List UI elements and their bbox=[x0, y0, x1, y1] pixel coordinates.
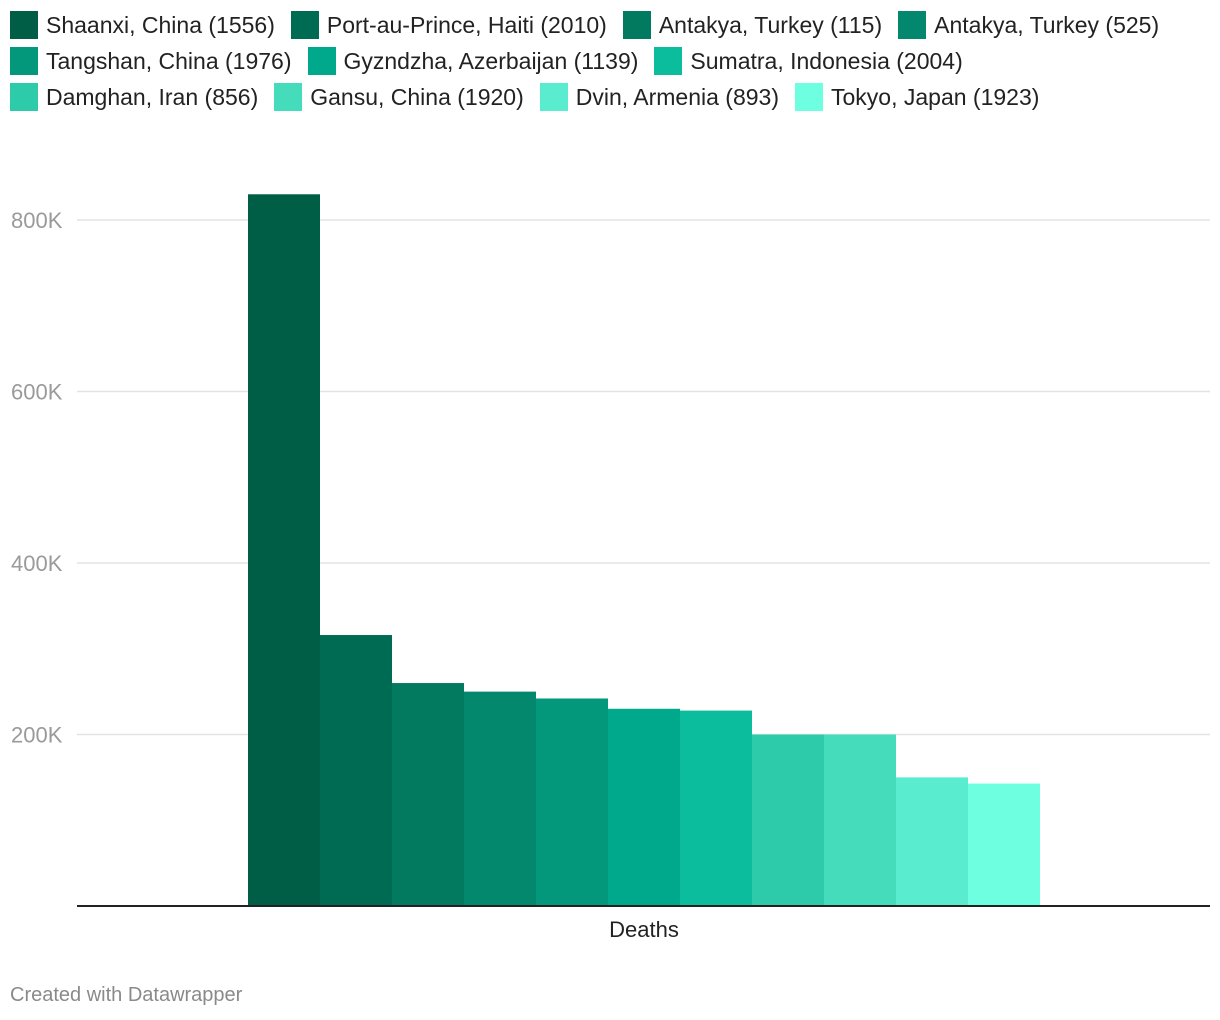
legend-label: Antakya, Turkey (525) bbox=[934, 11, 1160, 38]
bar[interactable] bbox=[896, 777, 968, 906]
legend-item: Dvin, Armenia (893) bbox=[539, 82, 779, 112]
legend-item: Antakya, Turkey (115) bbox=[622, 10, 883, 40]
bars bbox=[248, 194, 1040, 906]
legend-label: Dvin, Armenia (893) bbox=[575, 83, 779, 110]
legend-swatch bbox=[622, 11, 651, 39]
bar[interactable] bbox=[536, 698, 608, 906]
y-tick-label: 400K bbox=[11, 551, 63, 576]
bar[interactable] bbox=[968, 783, 1040, 906]
legend-item: Gyzndzha, Azerbaijan (1139) bbox=[307, 46, 639, 76]
legend-label: Gansu, China (1920) bbox=[310, 83, 524, 110]
legend-item: Gansu, China (1920) bbox=[274, 82, 524, 112]
legend-item: Shaanxi, China (1556) bbox=[10, 10, 275, 40]
legend-label: Shaanxi, China (1556) bbox=[46, 11, 275, 38]
legend-item: Port-au-Prince, Haiti (2010) bbox=[290, 10, 607, 40]
legend-label: Port-au-Prince, Haiti (2010) bbox=[326, 11, 607, 38]
legend-label: Damghan, Iran (856) bbox=[46, 83, 259, 110]
legend-label: Tangshan, China (1976) bbox=[46, 47, 292, 74]
bar[interactable] bbox=[608, 708, 680, 906]
legend-label: Sumatra, Indonesia (2004) bbox=[690, 47, 963, 74]
bar[interactable] bbox=[752, 734, 824, 907]
legend-swatch bbox=[10, 83, 38, 111]
bar[interactable] bbox=[248, 194, 320, 906]
y-tick-label: 200K bbox=[11, 723, 63, 748]
legend-label: Gyzndzha, Azerbaijan (1139) bbox=[343, 47, 639, 74]
legend-swatch bbox=[898, 11, 927, 39]
legend-item: Sumatra, Indonesia (2004) bbox=[654, 46, 963, 76]
legend-swatch bbox=[10, 47, 38, 75]
legend-item: Tangshan, China (1976) bbox=[10, 46, 292, 76]
legend-item: Damghan, Iran (856) bbox=[10, 82, 258, 112]
legend-item: Tokyo, Japan (1923) bbox=[795, 82, 1039, 112]
legend-swatch bbox=[274, 83, 303, 111]
y-tick-label: 800K bbox=[11, 208, 63, 233]
x-axis-category-label: Deaths bbox=[609, 917, 679, 942]
legend-swatch bbox=[307, 47, 336, 75]
y-tick-label: 600K bbox=[11, 380, 63, 405]
legend-swatch bbox=[795, 83, 823, 111]
legend-swatch bbox=[10, 11, 38, 39]
legend-item: Antakya, Turkey (525) bbox=[898, 10, 1159, 40]
footer-credit: Created with Datawrapper bbox=[10, 984, 243, 1006]
bar[interactable] bbox=[824, 734, 896, 907]
legend-swatch bbox=[539, 83, 568, 111]
bar[interactable] bbox=[680, 710, 752, 906]
legend-swatch bbox=[654, 47, 683, 75]
bar[interactable] bbox=[320, 635, 392, 906]
bar[interactable] bbox=[392, 683, 464, 906]
bar[interactable] bbox=[464, 691, 536, 906]
legend: Shaanxi, China (1556) Port-au-Prince, Hai… bbox=[10, 10, 1215, 112]
legend-swatch bbox=[290, 11, 319, 39]
legend-label: Tokyo, Japan (1923) bbox=[831, 83, 1040, 110]
gridlines: 200K 400K 600K 800K bbox=[11, 208, 1210, 748]
legend-label: Antakya, Turkey (115) bbox=[658, 11, 883, 38]
